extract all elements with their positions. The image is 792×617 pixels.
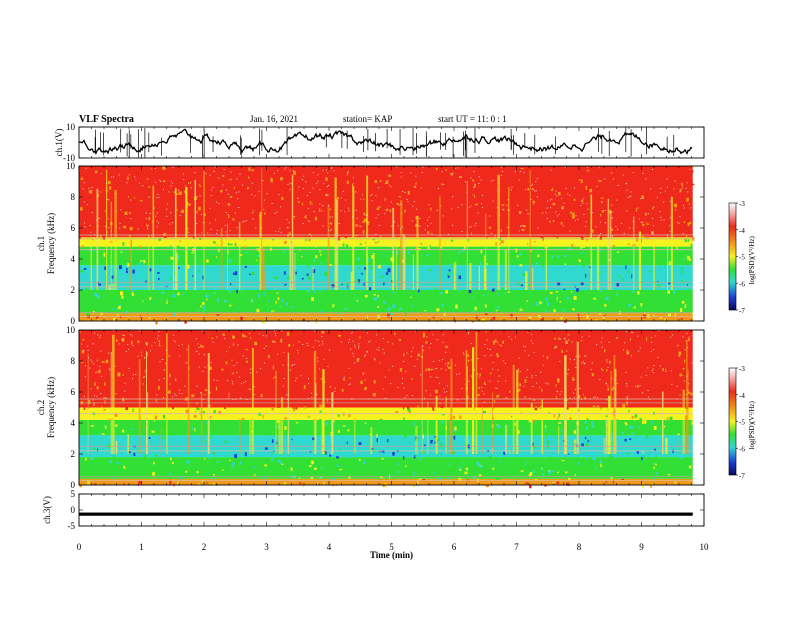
colorbar-2-tick-label: -6 (739, 445, 745, 453)
spec1-ytick-label: 4 (71, 254, 76, 264)
ch1-waveform-line (79, 129, 692, 153)
colorbar-ch1: -3 -4 -5 -6 -7 log(PSD)(V²/Hz) (729, 200, 756, 315)
ch3-ytick-label: 5 (71, 489, 76, 499)
colorbar-1-tick-label: -5 (739, 254, 745, 262)
colorbar-1-tick-label: -6 (739, 280, 745, 288)
ch3-ytick-label: -5 (68, 521, 76, 531)
spec1-ytick-label: 10 (66, 161, 76, 171)
x-tick-label: 4 (327, 542, 332, 552)
ch2-spec-band-3 (79, 420, 693, 436)
colorbar-2-label: log(PSD)(V²/Hz) (748, 400, 756, 449)
spec1-a-ylabel: ch.1 (36, 236, 46, 251)
ch2-spec-band-5 (79, 330, 693, 408)
spec2-ytick-label: 6 (71, 387, 76, 397)
colorbar-1-bar (729, 203, 736, 310)
date-label: Jan. 16, 2021 (250, 114, 298, 124)
ch2-spectrogram-panel (79, 330, 694, 488)
ch3-ylabel: ch.3(V) (42, 496, 52, 524)
x-tick-label: 8 (577, 542, 582, 552)
spec2-ytick-label: 2 (71, 449, 76, 459)
colorbar-2-tick-label: -3 (739, 365, 745, 373)
colorbar-ch2: -3 -4 -5 -6 -7 log(PSD)(V²/Hz) (729, 365, 756, 480)
spec2-a-ylabel: ch.2 (36, 400, 46, 415)
spec2-ytick-label: 8 (71, 356, 76, 366)
colorbar-1-tick-label: -7 (739, 307, 745, 315)
x-tick-label: 2 (202, 542, 207, 552)
x-tick-label: 7 (514, 542, 519, 552)
colorbar-1-label: log(PSD)(V²/Hz) (748, 235, 756, 284)
colorbar-1-tick-label: -4 (739, 227, 745, 235)
colorbar-1-tick-label: -3 (739, 200, 745, 208)
colorbar-2-bar (729, 368, 736, 475)
ch1-ytick-label: 10 (66, 122, 76, 132)
ch3-waveform-band (79, 513, 693, 516)
colorbar-2-tick-label: -4 (739, 392, 745, 400)
x-axis-title: Time (min) (370, 550, 413, 560)
figure-title: VLF Spectra (79, 114, 134, 125)
ch3-ytick-label: 0 (71, 505, 76, 515)
station-label: station= KAP (343, 114, 392, 124)
spec1-ytick-label: 8 (71, 192, 76, 202)
ch1-frame (79, 127, 704, 158)
x-tick-label: 9 (639, 542, 644, 552)
ch1-ylabel: ch.1(V) (54, 129, 64, 157)
x-tick-label: 3 (264, 542, 269, 552)
ch1-waveform-panel (79, 127, 692, 158)
spec2-ytick-label: 4 (71, 418, 76, 428)
ch3-waveform-panel (79, 513, 693, 516)
x-tick-label: 10 (700, 542, 710, 552)
ch3-frame (79, 494, 704, 526)
spec1-ytick-label: 6 (71, 223, 76, 233)
spec1-ytick-label: 2 (71, 285, 76, 295)
x-tick-label: 6 (452, 542, 457, 552)
x-tick-label: 1 (139, 542, 144, 552)
spec2-ytick-label: 10 (66, 325, 76, 335)
x-tick-label: 0 (77, 542, 82, 552)
ch1-spectrogram-panel (79, 166, 694, 325)
spec2-b-ylabel: Frequency (kHz) (46, 377, 56, 438)
start-time-label: start UT = 11: 0 : 1 (438, 114, 507, 124)
colorbar-2-tick-label: -5 (739, 419, 745, 427)
spec1-b-ylabel: Frequency (kHz) (46, 213, 56, 274)
colorbar-2-tick-label: -7 (739, 472, 745, 480)
